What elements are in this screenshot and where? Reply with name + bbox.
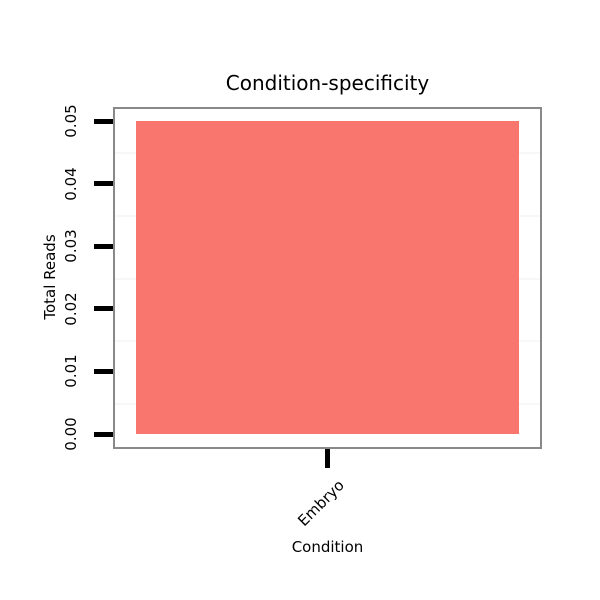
chart-title: Condition-specificity (225, 71, 430, 95)
y-axis-title: Total Reads (41, 234, 59, 320)
y-tick-label: 0.00 (62, 417, 80, 451)
y-tick-mark (94, 306, 113, 312)
y-tick-mark (94, 431, 113, 437)
x-tick-mark (325, 449, 330, 468)
y-tick-mark (94, 118, 113, 124)
y-tick-label: 0.04 (62, 166, 80, 201)
y-tick-mark (94, 368, 113, 374)
y-tick-mark (94, 181, 113, 187)
plot-panel (113, 107, 542, 449)
x-axis-title: Condition (291, 538, 364, 556)
y-tick-label: 0.03 (62, 229, 80, 263)
x-tick-label: Embryo (294, 476, 348, 530)
y-tick-mark (94, 243, 113, 249)
y-tick-label: 0.02 (62, 292, 80, 326)
bar-embryo (136, 121, 519, 434)
y-tick-label: 0.05 (62, 104, 80, 138)
y-tick-label: 0.01 (62, 354, 80, 389)
